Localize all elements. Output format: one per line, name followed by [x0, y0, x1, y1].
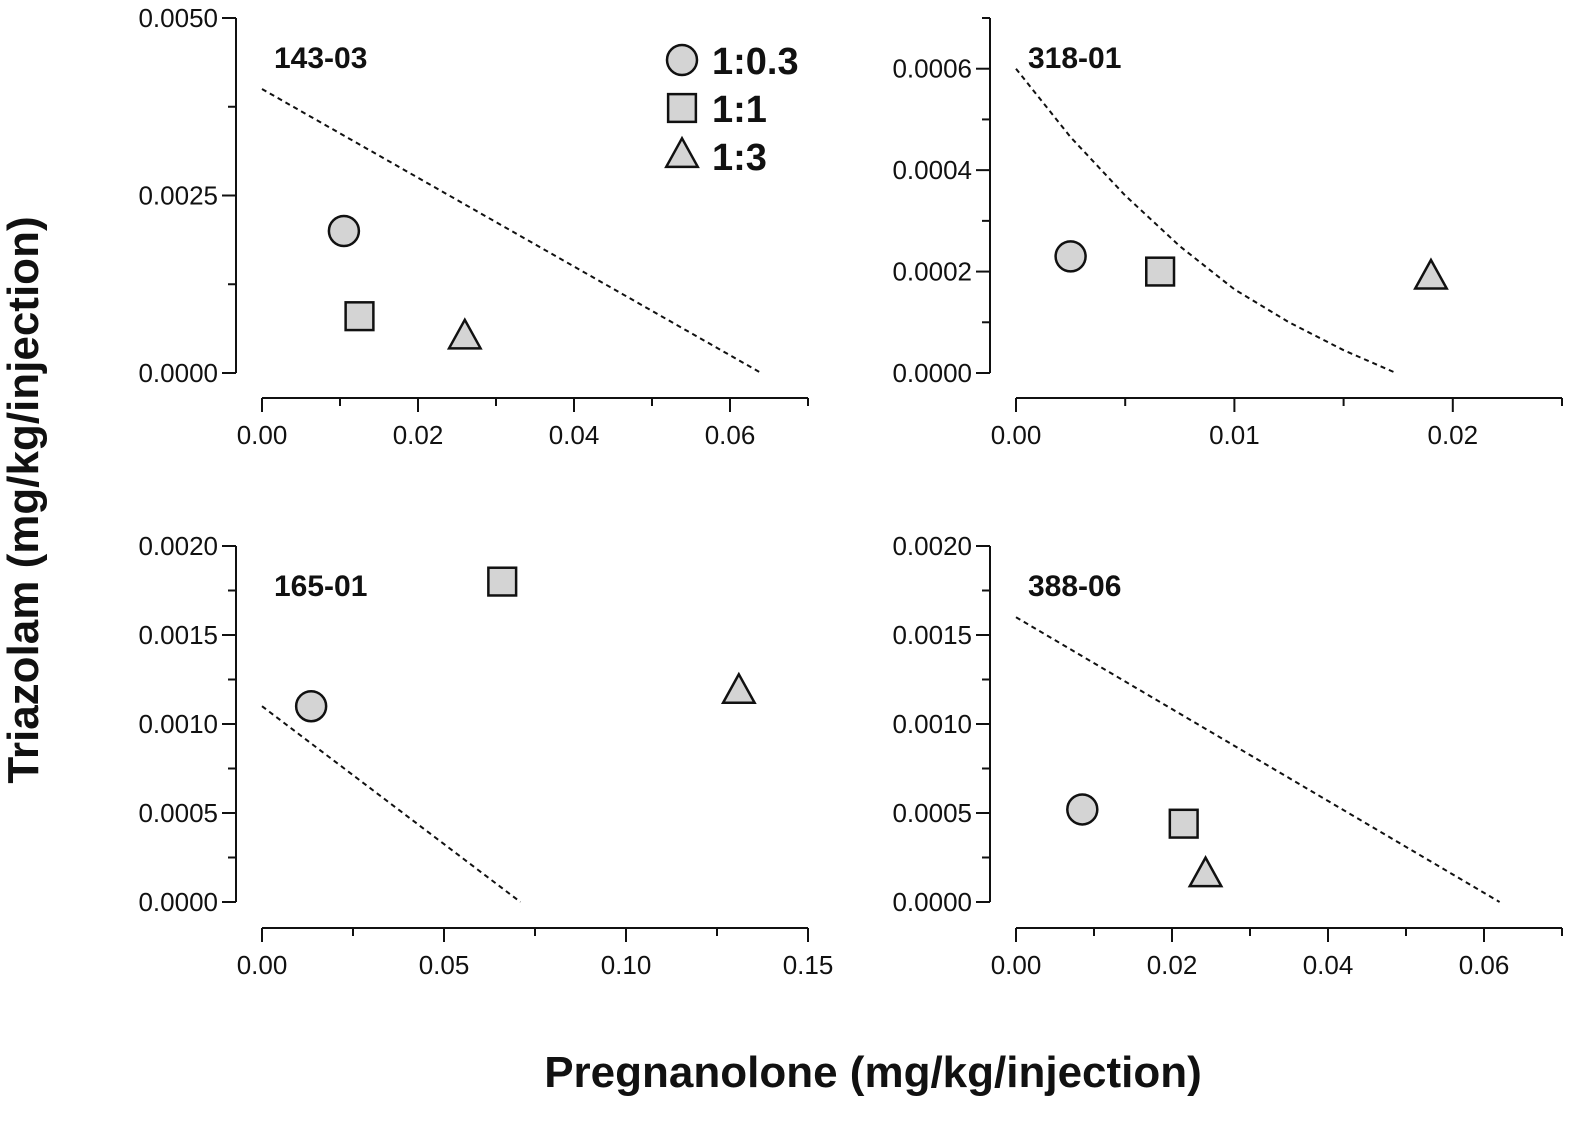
x-tick-label: 0.00	[237, 950, 288, 980]
y-tick-label: 0.0050	[138, 3, 218, 33]
x-tick-label: 0.10	[601, 950, 652, 980]
y-tick-label: 0.0005	[138, 798, 218, 828]
panel-165-01: 0.0000 0.0005 0.0010 0.0015 0.0020 0.00 0.05 0.…	[138, 531, 833, 980]
panel-label: 165-01	[274, 570, 367, 603]
y-tick-label: 0.0015	[892, 620, 972, 650]
y-tick-label: 0.0015	[138, 620, 218, 650]
legend-marker-triangle	[664, 135, 700, 169]
additivity-line	[1015, 68, 1397, 374]
data-point-triangle	[720, 671, 757, 705]
y-tick-label: 0.0010	[138, 709, 218, 739]
x-tick-label: 0.05	[419, 950, 470, 980]
additivity-line	[261, 705, 522, 903]
x-tick-label: 0.00	[237, 420, 288, 450]
panel-143-03: 0.0000 0.0025 0.0050 0.00 0.02 0.04 0.06 143-03	[138, 3, 809, 450]
y-tick-label: 0.0020	[138, 531, 218, 561]
y-axis-title: Triazolam (mg/kg/injection)	[0, 216, 48, 783]
y-tick-label: 0.0000	[138, 887, 218, 917]
y-tick-label: 0.0000	[892, 358, 972, 388]
additivity-line	[261, 88, 762, 374]
y-tick-label: 0.0004	[892, 155, 972, 185]
data-point-circle	[1054, 240, 1087, 273]
legend: 1:0.3 1:1 1:3	[664, 41, 799, 179]
legend-marker-square	[666, 92, 698, 124]
x-tick-label: 0.02	[393, 420, 444, 450]
data-point-square	[487, 566, 518, 597]
legend-label: 1:0.3	[712, 41, 799, 83]
x-tick-label: 0.15	[783, 950, 834, 980]
panel-318-01: 0.0000 0.0002 0.0004 0.0006 0.00 0.01 0.02 318-…	[892, 17, 1563, 450]
panel-label: 318-01	[1028, 42, 1121, 75]
data-point-triangle	[446, 317, 483, 350]
data-point-triangle	[1413, 257, 1449, 290]
x-tick-label: 0.01	[1209, 420, 1260, 450]
data-point-circle	[294, 689, 328, 723]
data-point-circle	[1066, 793, 1099, 826]
x-tick-label: 0.02	[1147, 950, 1198, 980]
y-tick-label: 0.0000	[892, 887, 972, 917]
data-point-square	[344, 301, 375, 332]
y-tick-label: 0.0010	[892, 709, 972, 739]
x-tick-label: 0.04	[549, 420, 600, 450]
data-point-circle	[327, 214, 361, 248]
y-tick-label: 0.0005	[892, 798, 972, 828]
y-tick-label: 0.0000	[138, 358, 218, 388]
y-tick-label: 0.0002	[892, 257, 972, 287]
data-point-square	[1168, 808, 1199, 839]
panel-388-06: 0.0000 0.0005 0.0010 0.0015 0.0020 0.00 0.02 0.…	[892, 531, 1563, 980]
legend-marker-circle	[665, 43, 699, 77]
data-point-triangle	[1187, 855, 1224, 888]
x-tick-label: 0.06	[1459, 950, 1510, 980]
additivity-line	[1015, 616, 1501, 903]
x-axis-title: Pregnanolone (mg/kg/injection)	[544, 1048, 1202, 1097]
y-tick-label: 0.0006	[892, 54, 972, 84]
x-tick-label: 0.02	[1427, 420, 1478, 450]
panel-label: 143-03	[274, 42, 367, 75]
panel-label: 388-06	[1028, 570, 1121, 603]
x-tick-label: 0.06	[705, 420, 756, 450]
x-tick-label: 0.00	[991, 950, 1042, 980]
y-tick-label: 0.0020	[892, 531, 972, 561]
data-point-square	[1145, 256, 1176, 287]
legend-label: 1:1	[712, 89, 767, 131]
x-tick-label: 0.00	[991, 420, 1042, 450]
x-tick-label: 0.04	[1303, 950, 1354, 980]
legend-label: 1:3	[712, 137, 767, 179]
y-tick-label: 0.0025	[138, 181, 218, 211]
